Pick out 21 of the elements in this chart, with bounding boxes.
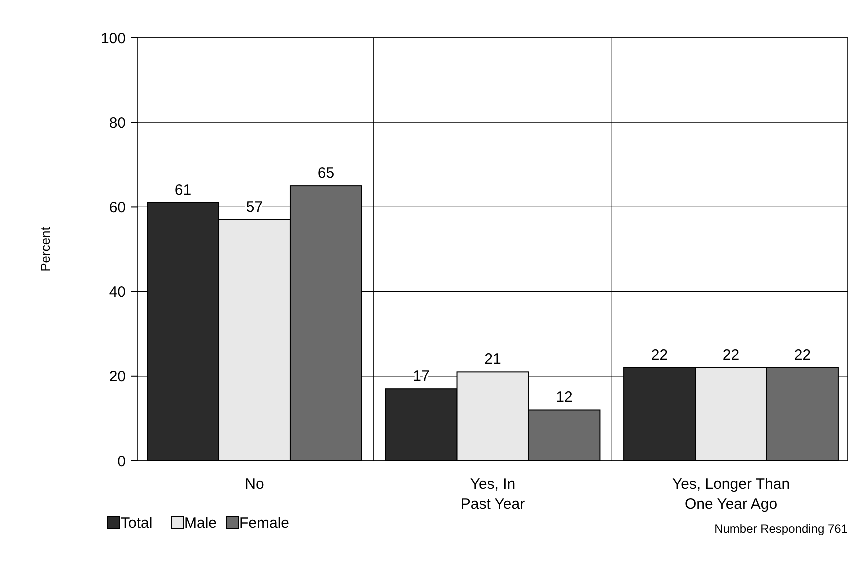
y-tick-label: 0	[118, 453, 126, 470]
data-label: 65	[318, 165, 335, 182]
legend-label: Female	[240, 515, 290, 532]
data-label: 12	[556, 389, 573, 406]
data-label: 21	[484, 351, 502, 368]
x-tick-label: No	[245, 476, 264, 493]
y-tick-label: 40	[109, 284, 126, 302]
data-label: 22	[651, 346, 668, 364]
legend-label: Male	[184, 515, 218, 532]
y-tick-label: 80	[109, 114, 126, 132]
data-label: 22	[722, 346, 740, 364]
x-tick-label: Yes, Longer Than One Year Ago	[672, 476, 790, 513]
y-tick-label: 60	[109, 199, 126, 216]
y-axis-title: Percent	[38, 226, 53, 272]
data-label: 22	[794, 346, 812, 364]
y-tick-label: 100	[100, 30, 126, 48]
data-label: 61	[174, 182, 192, 199]
y-tick-label: 20	[109, 368, 126, 386]
legend-label: Total	[121, 515, 153, 532]
text: Number Responding 761	[714, 522, 848, 536]
x-tick-label: Yes, In Past Year	[460, 476, 526, 513]
